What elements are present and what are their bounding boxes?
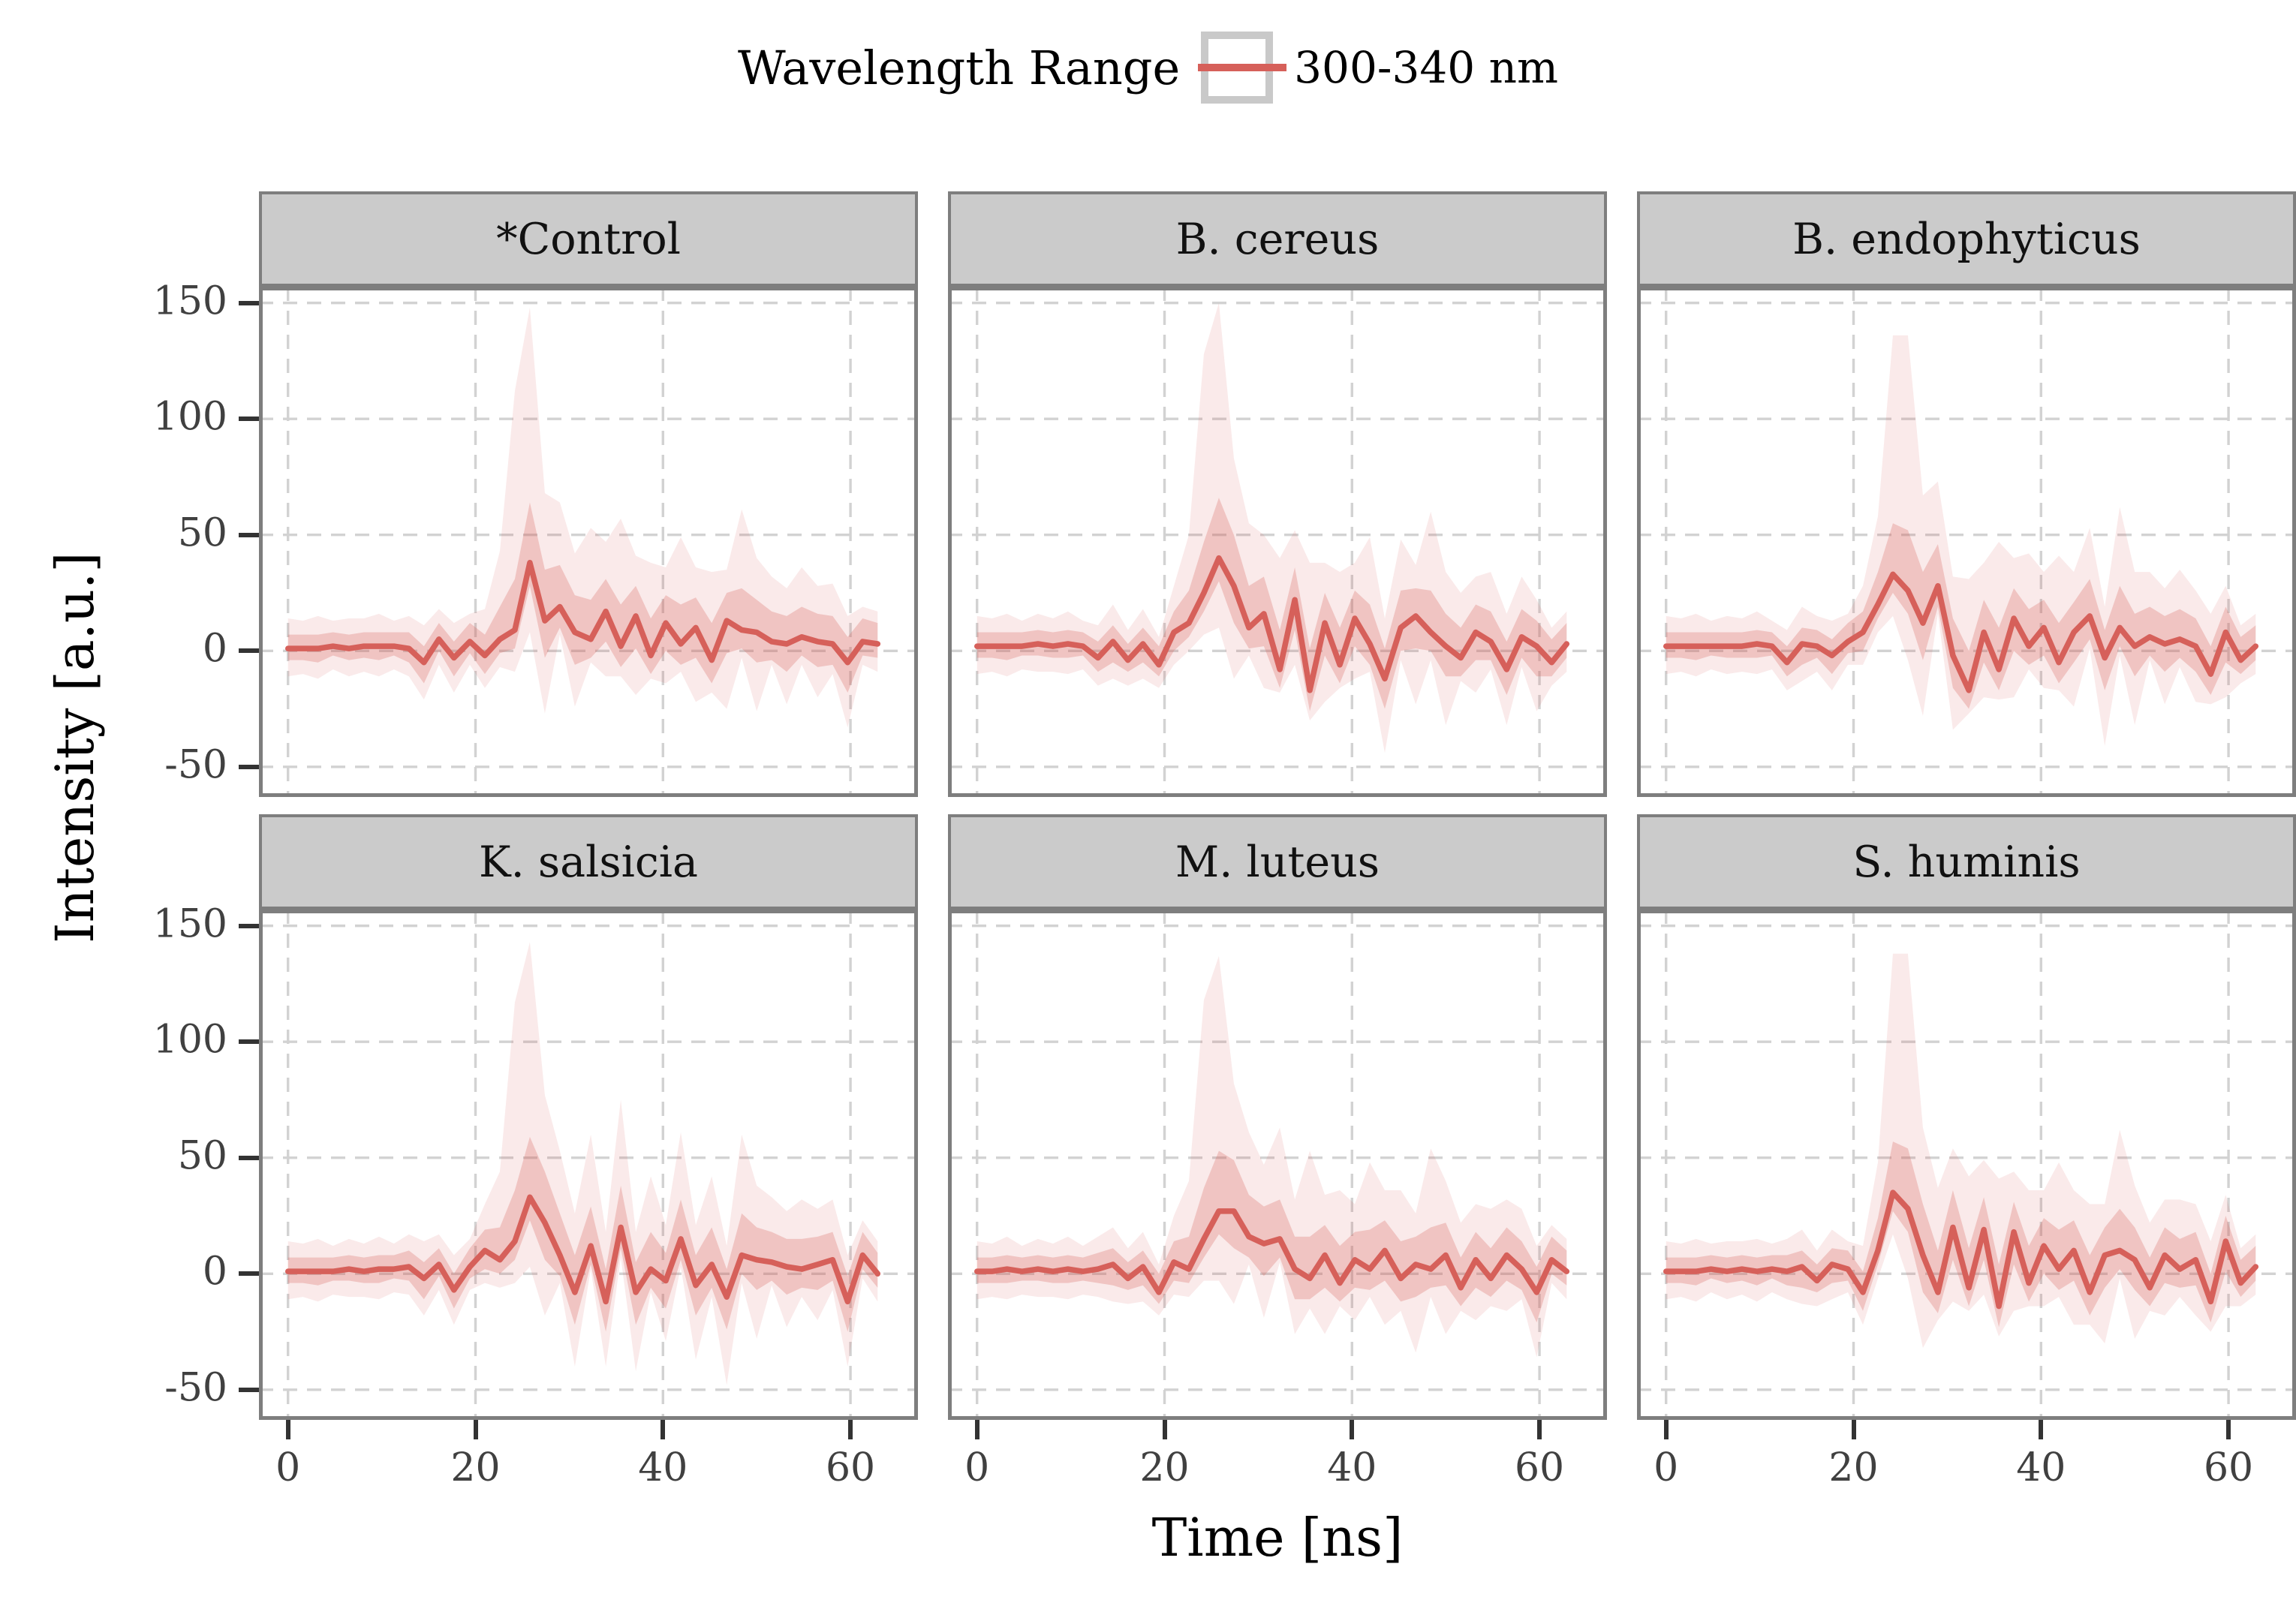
- x-tick-mark: [2226, 1420, 2231, 1439]
- facet-strip-title: B. cereus: [1175, 214, 1380, 264]
- panel-plot: [1637, 910, 2296, 1420]
- x-tick-label: 0: [964, 1445, 990, 1490]
- x-tick-label: 20: [1828, 1445, 1879, 1490]
- facet-strip: M. luteus: [948, 814, 1607, 910]
- x-tick-label: 0: [275, 1445, 301, 1490]
- x-tick-mark: [1537, 1420, 1542, 1439]
- median-line: [1663, 571, 2259, 693]
- y-tick-label: 100: [152, 394, 227, 440]
- inner-ribbon: [976, 1150, 1567, 1323]
- y-tick-label: 150: [152, 901, 227, 947]
- x-tick-mark: [1350, 1420, 1355, 1439]
- facet-strip-title: B. endophyticus: [1792, 214, 2141, 264]
- facet-strip: *Control: [259, 191, 918, 287]
- facet-strip: B. cereus: [948, 191, 1607, 287]
- legend-entry-label: 300-340 nm: [1294, 42, 1558, 93]
- facet-strip-title: M. luteus: [1175, 837, 1380, 887]
- y-tick-mark: [239, 648, 259, 654]
- x-axis-title: Time [ns]: [1151, 1507, 1404, 1568]
- x-tick-label: 40: [1327, 1445, 1377, 1490]
- x-tick-label: 60: [825, 1445, 876, 1490]
- x-tick-label: 0: [1654, 1445, 1679, 1490]
- median-line: [973, 555, 1570, 693]
- y-tick-label: 0: [202, 1249, 227, 1295]
- y-tick-mark: [239, 1271, 259, 1277]
- facet-strip: S. huminis: [1637, 814, 2296, 910]
- x-tick-mark: [473, 1420, 478, 1439]
- x-tick-label: 60: [1514, 1445, 1565, 1490]
- x-tick-label: 20: [450, 1445, 501, 1490]
- y-tick-mark: [239, 532, 259, 537]
- outer-ribbon: [976, 302, 1567, 753]
- facet-strip-title: S. huminis: [1852, 837, 2081, 887]
- median-line: [973, 1208, 1570, 1295]
- inner-ribbon: [1666, 523, 2256, 709]
- legend-title: Wavelength Range: [738, 40, 1181, 95]
- legend-key-line-icon: [1198, 64, 1287, 71]
- x-tick-label: 40: [2016, 1445, 2066, 1490]
- y-tick-label: -50: [164, 742, 227, 788]
- y-tick-mark: [239, 1387, 259, 1392]
- y-tick-label: -50: [164, 1365, 227, 1411]
- x-tick-mark: [848, 1420, 853, 1439]
- median-line: [284, 1194, 881, 1305]
- panel-plot: [259, 910, 918, 1420]
- x-tick-mark: [1663, 1420, 1669, 1439]
- y-tick-mark: [239, 300, 259, 305]
- x-tick-label: 40: [638, 1445, 688, 1490]
- y-tick-label: 50: [177, 1133, 227, 1179]
- y-tick-mark: [239, 923, 259, 928]
- facet-strip: B. endophyticus: [1637, 191, 2296, 287]
- panel-plot: [1637, 287, 2296, 797]
- legend: Wavelength Range 300-340 nm: [0, 32, 2296, 104]
- median-line: [284, 560, 881, 666]
- x-tick-mark: [285, 1420, 290, 1439]
- y-tick-mark: [239, 417, 259, 422]
- facet-strip-title: *Control: [496, 214, 681, 264]
- x-tick-mark: [974, 1420, 979, 1439]
- y-tick-mark: [239, 1039, 259, 1045]
- outer-ribbon: [1666, 953, 2256, 1349]
- y-tick-label: 150: [152, 278, 227, 324]
- y-tick-mark: [239, 1155, 259, 1160]
- facet-strip: K. salsicia: [259, 814, 918, 910]
- y-tick-label: 100: [152, 1017, 227, 1063]
- facet-strip-title: K. salsicia: [479, 837, 698, 887]
- legend-key-box: [1198, 32, 1287, 104]
- median-line: [1663, 1189, 2259, 1310]
- y-tick-label: 0: [202, 626, 227, 672]
- outer-ribbon: [287, 942, 878, 1385]
- x-tick-label: 60: [2203, 1445, 2254, 1490]
- panel-plot: [259, 287, 918, 797]
- x-tick-mark: [1162, 1420, 1167, 1439]
- x-tick-label: 20: [1139, 1445, 1190, 1490]
- x-tick-mark: [2039, 1420, 2044, 1439]
- outer-ribbon: [976, 955, 1567, 1358]
- panel-plot: [948, 287, 1607, 797]
- panel-plot: [948, 910, 1607, 1420]
- y-tick-mark: [239, 764, 259, 769]
- x-tick-mark: [661, 1420, 666, 1439]
- y-tick-label: 50: [177, 510, 227, 556]
- x-tick-mark: [1851, 1420, 1856, 1439]
